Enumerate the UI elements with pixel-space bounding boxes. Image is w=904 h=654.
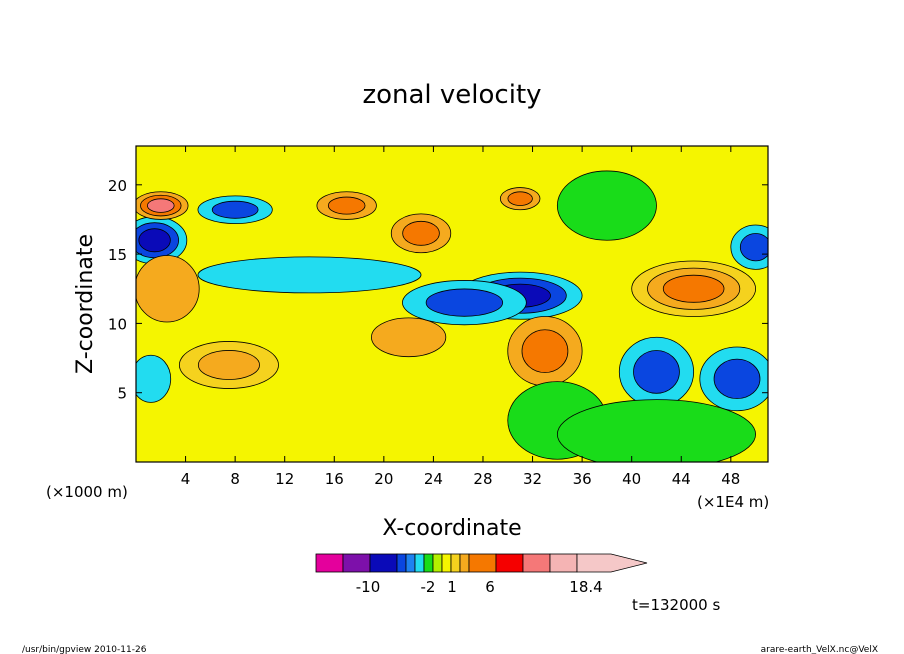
colorbar-tick-label: 1 [447,578,457,596]
x-tick-label: 4 [181,470,191,488]
colorbar: -10 -2 1 6 18.4 [315,553,648,596]
contour-region [197,256,422,294]
colorbar-swatch [342,553,371,573]
x-tick-label: 28 [473,470,492,488]
colorbar-swatch [432,553,443,573]
contour-region [147,198,175,213]
velocity-field [136,146,768,462]
colorbar-swatch [315,553,344,573]
x-tick-label: 48 [721,470,740,488]
y-tick-label: 20 [108,177,127,195]
x-tick-label: 24 [424,470,443,488]
colorbar-swatch [423,553,434,573]
x-tick-label: 12 [275,470,294,488]
colorbar-swatch [495,553,524,573]
colorbar-swatch [414,553,425,573]
colorbar-swatch [576,553,648,573]
contour-region [211,200,259,219]
contour-region [402,220,440,246]
contour-region [662,274,725,303]
colorbar-swatch [396,553,407,573]
y-axis-ticks: 5 10 15 20 [108,177,768,403]
x-tick-label: 16 [325,470,344,488]
x-tick-label: 20 [374,470,393,488]
contour-region [739,233,768,262]
colorbar-swatch [468,553,497,573]
y-axis-label: Z-coordinate [73,234,98,374]
x-tick-label: 36 [573,470,592,488]
colorbar-swatch [459,553,470,573]
contour-region [197,350,260,380]
colorbar-swatch [450,553,461,573]
colorbar-tick-label: 6 [485,578,495,596]
contour-region [507,191,533,206]
colorbar-tick-label: 18.4 [569,578,602,596]
contour-region [327,196,366,215]
contour-region [521,329,569,373]
colorbar-swatch [522,553,551,573]
contour-region [425,288,504,317]
y-tick-label: 10 [108,315,127,333]
contour-region [136,255,200,323]
time-label: t=132000 s [632,596,720,614]
y-tick-label: 5 [117,385,127,403]
colorbar-swatch [369,553,398,573]
x-tick-label: 8 [230,470,240,488]
footer-command: /usr/bin/gpview 2010-11-26 [22,645,147,654]
chart-title: zonal velocity [362,80,541,110]
contour-region [136,354,172,403]
colorbar-swatch [549,553,578,573]
colorbar-tick-label: -10 [356,578,381,596]
contour-region [138,228,171,253]
x-axis-label: X-coordinate [382,516,521,541]
colorbar-swatch [405,553,416,573]
x-tick-label: 32 [523,470,542,488]
plot-frame [135,145,769,463]
x-tick-label: 44 [672,470,691,488]
colorbar-swatch [441,553,452,573]
footer-source: arare-earth_VelX.nc@VelX [761,645,878,654]
contour-region [633,350,680,394]
y-tick-label: 15 [108,246,127,264]
x-axis-ticks: 4 8 12 16 20 24 28 32 36 40 44 48 [181,146,740,488]
contour-region [371,317,447,358]
contour-region [556,170,657,241]
x-unit-left: (×1000 m) [46,483,128,501]
x-unit-right: (×1E4 m) [697,493,769,511]
contour-region [556,399,756,462]
contour-region [713,358,761,399]
colorbar-tick-label: -2 [421,578,436,596]
x-tick-label: 40 [622,470,641,488]
